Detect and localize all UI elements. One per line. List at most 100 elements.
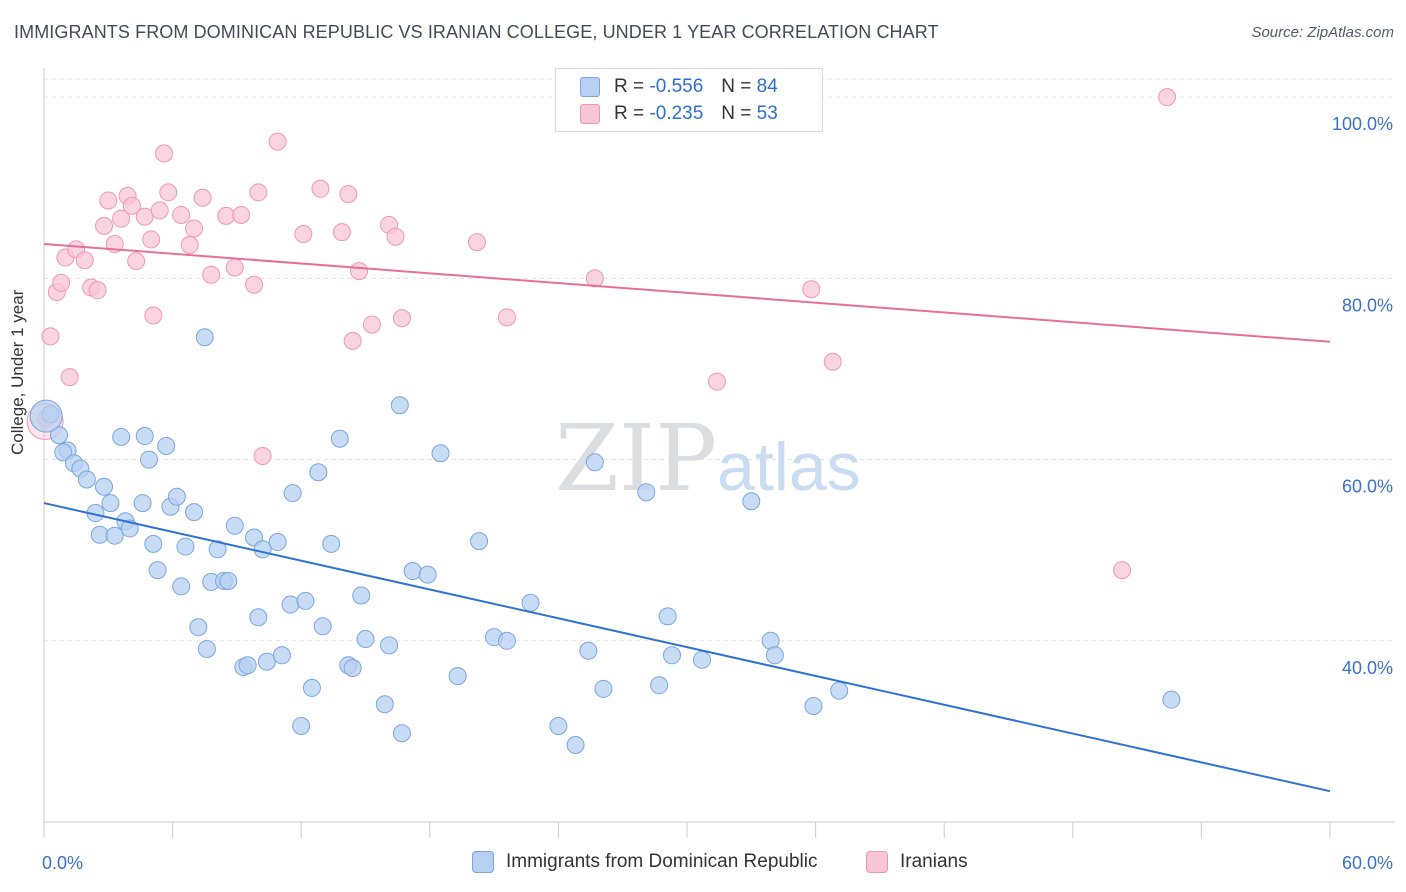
scatter-point xyxy=(155,144,174,163)
legend-n-value: 84 xyxy=(756,76,778,97)
scatter-point xyxy=(497,631,516,650)
scatter-point xyxy=(431,444,450,463)
legend-r-value: -0.235 xyxy=(649,103,704,124)
scatter-point xyxy=(52,273,71,292)
scatter-point xyxy=(185,219,204,238)
trend-lines xyxy=(43,242,1331,793)
tick-labels: 40.0% 60.0% 80.0% 100.0% 0.0% 60.0% xyxy=(42,114,1393,873)
scatter-point xyxy=(594,679,613,698)
scatter-point xyxy=(343,658,362,677)
scatter-point xyxy=(219,571,238,590)
legend-swatch-blue xyxy=(580,77,600,97)
scatter-point xyxy=(167,487,186,506)
scatter-point xyxy=(585,269,604,288)
scatter-point xyxy=(268,132,287,151)
scatter-point xyxy=(662,646,681,665)
scatter-point xyxy=(195,328,214,347)
scatter-point xyxy=(95,477,114,496)
scatter-point xyxy=(112,427,131,446)
scatter-point xyxy=(585,453,604,472)
scatter-point xyxy=(225,258,244,277)
scatter-point xyxy=(144,534,163,553)
y-axis-label: College, Under 1 year xyxy=(8,289,27,455)
bottom-legend-iranians: Iranians xyxy=(866,851,968,873)
scatter-point xyxy=(257,652,276,671)
scatter-point xyxy=(142,230,161,249)
scatter-point xyxy=(322,534,341,553)
scatter-point xyxy=(249,183,268,202)
scatter-point xyxy=(75,251,94,270)
scatter-point xyxy=(122,196,141,215)
scatter-point xyxy=(50,426,69,445)
y-tick-label: 80.0% xyxy=(1342,295,1393,315)
scatter-point xyxy=(448,667,467,686)
scatter-point xyxy=(309,463,328,482)
scatter-point xyxy=(1162,690,1181,709)
scatter-point xyxy=(765,646,784,665)
scatter-point xyxy=(311,179,330,198)
trend-line-dominican xyxy=(43,502,1331,793)
legend-r-label: R = xyxy=(614,103,645,124)
scatter-point xyxy=(356,629,375,648)
scatter-point xyxy=(350,262,369,281)
scatter-point xyxy=(375,695,394,714)
scatter-point xyxy=(292,716,311,735)
scatter-point xyxy=(742,492,761,511)
scatter-point xyxy=(332,223,351,242)
scatter-point xyxy=(105,526,124,545)
scatter-point xyxy=(579,641,598,660)
scatter-point xyxy=(253,446,272,465)
scatter-point xyxy=(1158,88,1177,107)
bottom-legend-dominican: Immigrants from Dominican Republic xyxy=(472,851,818,873)
scatter-point xyxy=(150,201,169,220)
legend-row-iranians: R = -0.235 N = 53 xyxy=(580,101,778,127)
scatter-point xyxy=(99,191,118,210)
y-tick-label: 100.0% xyxy=(1332,114,1393,134)
scatter-point xyxy=(521,593,540,612)
trend-line-iranians xyxy=(43,242,1331,343)
scatter-point xyxy=(294,224,313,243)
scatter-point xyxy=(658,607,677,626)
scatter-point xyxy=(77,470,96,489)
scatter-point xyxy=(362,315,381,334)
scatter-point xyxy=(352,586,371,605)
scatter-point xyxy=(708,372,727,391)
scatter-point xyxy=(343,331,362,350)
scatter-point xyxy=(313,617,332,636)
scatter-point xyxy=(418,565,437,584)
scatter-point xyxy=(172,577,191,596)
scatter-point xyxy=(802,280,821,299)
scatter-point xyxy=(549,716,568,735)
legend-n-label: N = xyxy=(721,76,752,97)
scatter-point xyxy=(41,327,60,346)
watermark: ZIP atlas xyxy=(555,405,861,512)
scatter-point xyxy=(566,735,585,754)
x-tick-label: 60.0% xyxy=(1342,853,1393,873)
scatter-point xyxy=(189,618,208,637)
axes xyxy=(43,68,1395,838)
chart-title: IMMIGRANTS FROM DOMINICAN REPUBLIC VS IR… xyxy=(14,22,939,42)
scatter-point xyxy=(101,494,120,513)
legend-swatch-pink xyxy=(580,104,600,124)
scatter-point xyxy=(804,697,823,716)
scatter-point xyxy=(339,185,358,204)
bottom-legend-swatch-pink xyxy=(866,851,888,873)
y-tick-label: 60.0% xyxy=(1342,477,1393,497)
scatter-point xyxy=(217,206,236,225)
scatter-point-large xyxy=(29,399,63,433)
scatter-point xyxy=(497,308,516,327)
scatter-point xyxy=(330,429,349,448)
scatter-point xyxy=(185,503,204,522)
scatter-point xyxy=(148,561,167,580)
scatter-point xyxy=(88,281,107,300)
scatter-point xyxy=(197,639,216,658)
scatter-point xyxy=(245,275,264,294)
legend-r-value: -0.556 xyxy=(649,76,704,97)
scatter-point xyxy=(135,207,154,226)
grid-lines xyxy=(44,78,1395,642)
dominican-points xyxy=(29,328,1181,754)
scatter-point xyxy=(90,525,109,544)
watermark-atlas: atlas xyxy=(717,429,861,505)
scatter-point xyxy=(176,537,195,556)
